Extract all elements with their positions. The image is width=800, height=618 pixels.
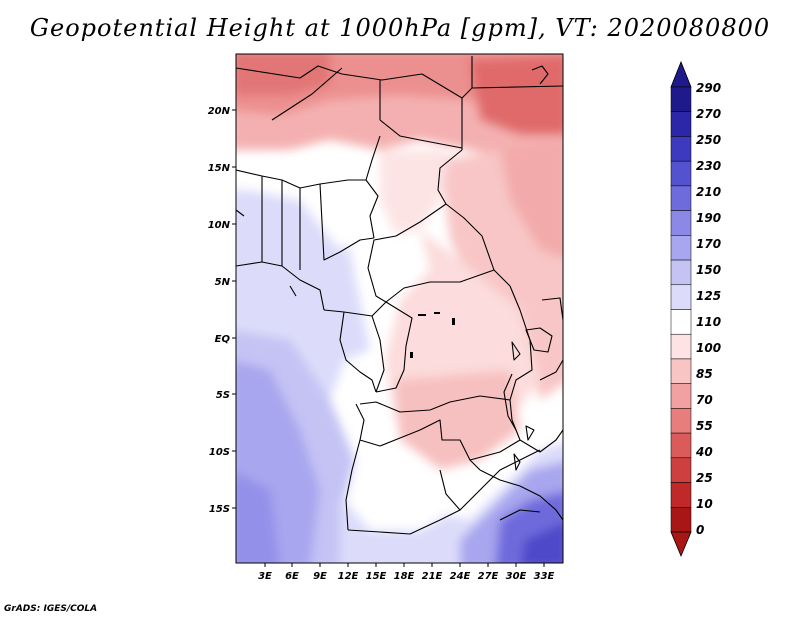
colorbar-label: 40	[695, 445, 713, 459]
lon-label-15e: 15E	[366, 571, 387, 582]
lon-label-30e: 30E	[506, 571, 527, 582]
colorbar-swatch	[670, 482, 692, 508]
colorbar: 290 270 250 230 210 190 170 150 125 110 …	[670, 60, 721, 558]
colorbar-label: 190	[696, 211, 721, 225]
map-title: Geopotential Height at 1000hPa [gpm], VT…	[29, 14, 771, 42]
grads-credit: GrADS: IGES/COLA	[4, 604, 98, 614]
colorbar-label: 10	[696, 497, 713, 511]
lat-label-5n: 5N	[215, 277, 231, 288]
colorbar-label: 110	[696, 315, 721, 329]
colorbar-label: 270	[696, 107, 721, 121]
lat-label-15n: 15N	[208, 163, 231, 174]
lon-label-12e: 12E	[338, 571, 359, 582]
colorbar-label: 125	[696, 289, 721, 303]
colorbar-label: 0	[696, 523, 704, 537]
colorbar-label: 70	[696, 393, 713, 407]
lon-label-24e: 24E	[450, 571, 471, 582]
colorbar-swatch	[670, 259, 692, 286]
colorbar-swatch	[670, 432, 692, 459]
colorbar-label: 150	[696, 263, 721, 277]
colorbar-label: 230	[696, 159, 721, 173]
colorbar-swatch	[670, 160, 692, 187]
colorbar-swatch	[670, 185, 692, 211]
lat-label-5s: 5S	[216, 390, 230, 401]
colorbar-swatch	[670, 333, 692, 360]
lat-label-20n: 20N	[208, 106, 231, 117]
colorbar-label: 170	[696, 237, 721, 251]
colorbar-swatch	[670, 235, 692, 261]
lon-label-3e: 3E	[258, 571, 272, 582]
lat-label-10s: 10S	[209, 447, 230, 458]
lon-axis: 3E 6E 9E 12E 15E 18E 21E 24E 27E 30E 33E	[258, 563, 555, 582]
colorbar-label: 250	[696, 133, 721, 147]
colorbar-swatch	[670, 136, 692, 162]
colorbar-swatch	[670, 210, 692, 236]
colorbar-label: 85	[696, 367, 713, 381]
colorbar-top-arrow	[670, 60, 692, 88]
lon-label-9e: 9E	[313, 571, 327, 582]
colorbar-swatch	[670, 457, 692, 483]
height-field	[236, 54, 563, 563]
colorbar-label: 210	[696, 185, 721, 199]
colorbar-swatch	[670, 408, 692, 434]
lat-label-15s: 15S	[209, 504, 230, 515]
colorbar-label: 25	[696, 471, 713, 485]
map-frame	[235, 53, 564, 564]
lon-label-27e: 27E	[478, 571, 499, 582]
colorbar-label: 290	[696, 81, 721, 95]
lake-marks	[410, 312, 455, 358]
country-borders	[236, 56, 563, 535]
colorbar-label: 100	[696, 341, 721, 355]
colorbar-bottom-arrow	[670, 531, 692, 558]
lat-label-eq: EQ	[215, 334, 231, 345]
lon-label-18e: 18E	[394, 571, 415, 582]
colorbar-swatch	[670, 358, 692, 384]
colorbar-swatch	[670, 111, 692, 137]
lat-label-10n: 10N	[208, 220, 231, 231]
lon-label-21e: 21E	[422, 571, 443, 582]
colorbar-swatch	[670, 86, 692, 112]
colorbar-swatch	[670, 383, 692, 409]
colorbar-swatch	[670, 284, 692, 310]
colorbar-swatch	[670, 309, 692, 335]
colorbar-swatch	[670, 507, 692, 533]
lat-axis: 20N 15N 10N 5N EQ 5S 10S 15S	[208, 106, 236, 515]
lon-label-6e: 6E	[285, 571, 299, 582]
colorbar-label: 55	[696, 419, 713, 433]
lon-label-33e: 33E	[534, 571, 555, 582]
